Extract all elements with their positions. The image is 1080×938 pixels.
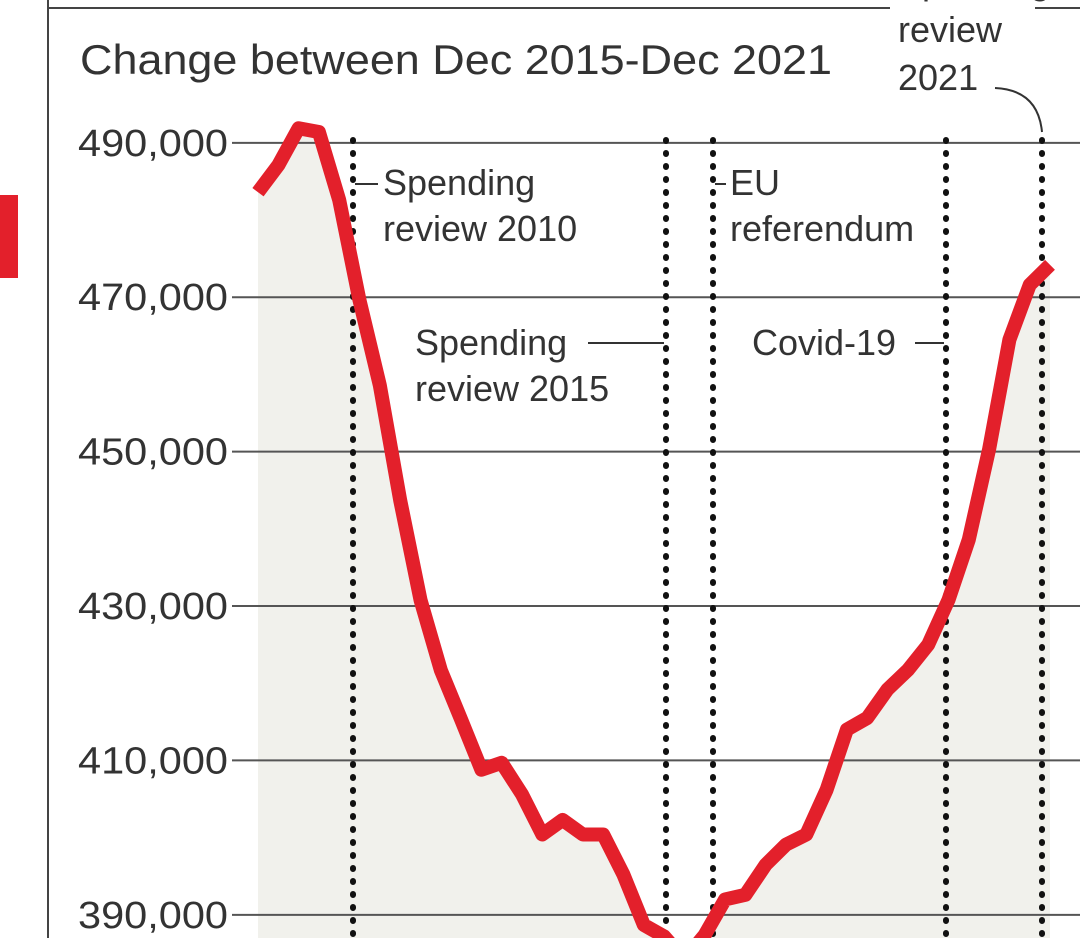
chart-title: Change between Dec 2015-Dec 2021 — [80, 36, 832, 83]
annotation: Spending — [898, 0, 1050, 2]
annotation: review 2015 — [415, 368, 609, 409]
annotation: Spending — [383, 162, 535, 203]
y-tick-label: 430,000 — [78, 586, 228, 628]
annotation: referendum — [730, 208, 914, 249]
annotation: review — [898, 9, 1003, 50]
data-line — [252, 121, 1055, 938]
annotation: Spending — [415, 322, 567, 363]
y-tick-label: 390,000 — [78, 895, 228, 937]
legend-swatch — [0, 195, 18, 278]
y-tick-label: 470,000 — [78, 277, 228, 319]
annotation-connector — [994, 87, 1043, 133]
annotation: review 2010 — [383, 208, 577, 249]
y-tick-label: 410,000 — [78, 740, 228, 782]
annotation: EU — [730, 162, 780, 203]
annotation: Covid-19 — [752, 322, 896, 363]
annotation: 2021 — [898, 57, 978, 98]
y-tick-label: 450,000 — [78, 432, 228, 474]
area-fill — [258, 128, 1050, 938]
y-tick-label: 490,000 — [78, 123, 228, 165]
